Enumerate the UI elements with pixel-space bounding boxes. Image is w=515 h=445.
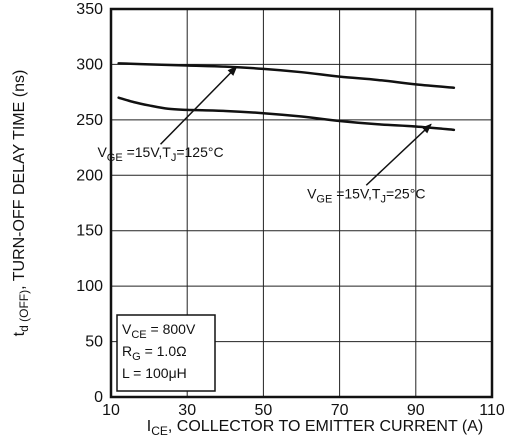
x-tick-label-5: 110 [479,402,505,419]
x-axis-title-rest: , COLLECTOR TO EMITTER CURRENT (A) [168,418,483,435]
y-tick-label-4: 200 [76,167,103,184]
info-box-line-0: VCE = 800V [122,321,196,341]
info-box-line-1-part-0: R [122,343,132,359]
annotation-label-tj25-part-3: J [380,193,386,205]
y-axis-title-rest: , TURN-OFF DELAY TIME (ns) [11,70,28,290]
x-tick-label-4: 90 [407,402,425,419]
annotation-label-tj25-part-1: GE [316,193,332,205]
annotation-arrows [159,65,432,186]
y-axis-title: td (OFF), TURN-OFF DELAY TIME (ns) [11,70,31,337]
series-line-tj25 [117,96,456,132]
y-tick-label-7: 350 [76,1,103,18]
annotation-label-tj125: VGE =15V,TJ=125°C [97,144,223,164]
x-tick-label-0: 10 [102,402,120,419]
series-line-tj125 [117,62,456,89]
annotation-label-tj25-part-4: =25°C [386,185,425,201]
info-box-line-2: L = 100μH [122,365,187,381]
x-tick-label-2: 50 [255,402,273,419]
annotation-label-tj125-part-3: J [171,152,177,164]
annotation-label-tj25-part-2: =15V,T [332,185,381,201]
series-layer [117,62,456,132]
annotation-arrow-tj125 [159,65,238,145]
x-tick-label-1: 30 [178,402,196,419]
y-axis-title-sub: d (OFF) [17,290,31,332]
x-axis-title-main: I [147,418,151,435]
annotation-label-tj125-part-4: =125°C [176,144,223,160]
y-tick-label-0: 0 [94,389,103,406]
info-box-line-2-part-0: L = 100μH [122,365,187,381]
y-tick-label-6: 300 [76,56,103,73]
y-tick-label-3: 150 [76,223,103,240]
info-box-line-0-part-2: = 800V [147,321,196,337]
info-box-line-1-part-2: = 1.0Ω [141,343,187,359]
annotation-arrow-tj25 [365,123,432,186]
annotation-label-tj125-part-1: GE [107,152,123,164]
annotation-label-tj125-part-0: V [97,144,107,160]
x-tick-labels: 10 30 50 70 90 110 [102,402,505,419]
annotation-label-tj25: VGE =15V,TJ=25°C [307,185,425,205]
info-box-line-1-part-1: G [132,351,141,363]
x-tick-label-3: 70 [331,402,349,419]
annotation-label-tj125-part-2: =15V,T [123,144,172,160]
plot-frame [109,7,494,399]
annotation-label-tj25-part-0: V [307,185,317,201]
x-axis-title-sub: CE [151,424,168,438]
y-tick-label-1: 50 [85,334,103,351]
info-box-line-1: RG = 1.0Ω [122,343,187,363]
y-tick-label-5: 250 [76,112,103,129]
y-axis-title-main: t [11,331,28,336]
info-box-line-0-part-1: CE [131,329,146,341]
info-box-line-0-part-0: V [122,321,132,337]
info-box-frame [116,314,216,392]
x-axis-title: ICE, COLLECTOR TO EMITTER CURRENT (A) [147,418,483,438]
y-tick-labels: 0 50 100 150 200 250 300 350 [76,1,103,406]
y-tick-label-2: 100 [76,278,103,295]
